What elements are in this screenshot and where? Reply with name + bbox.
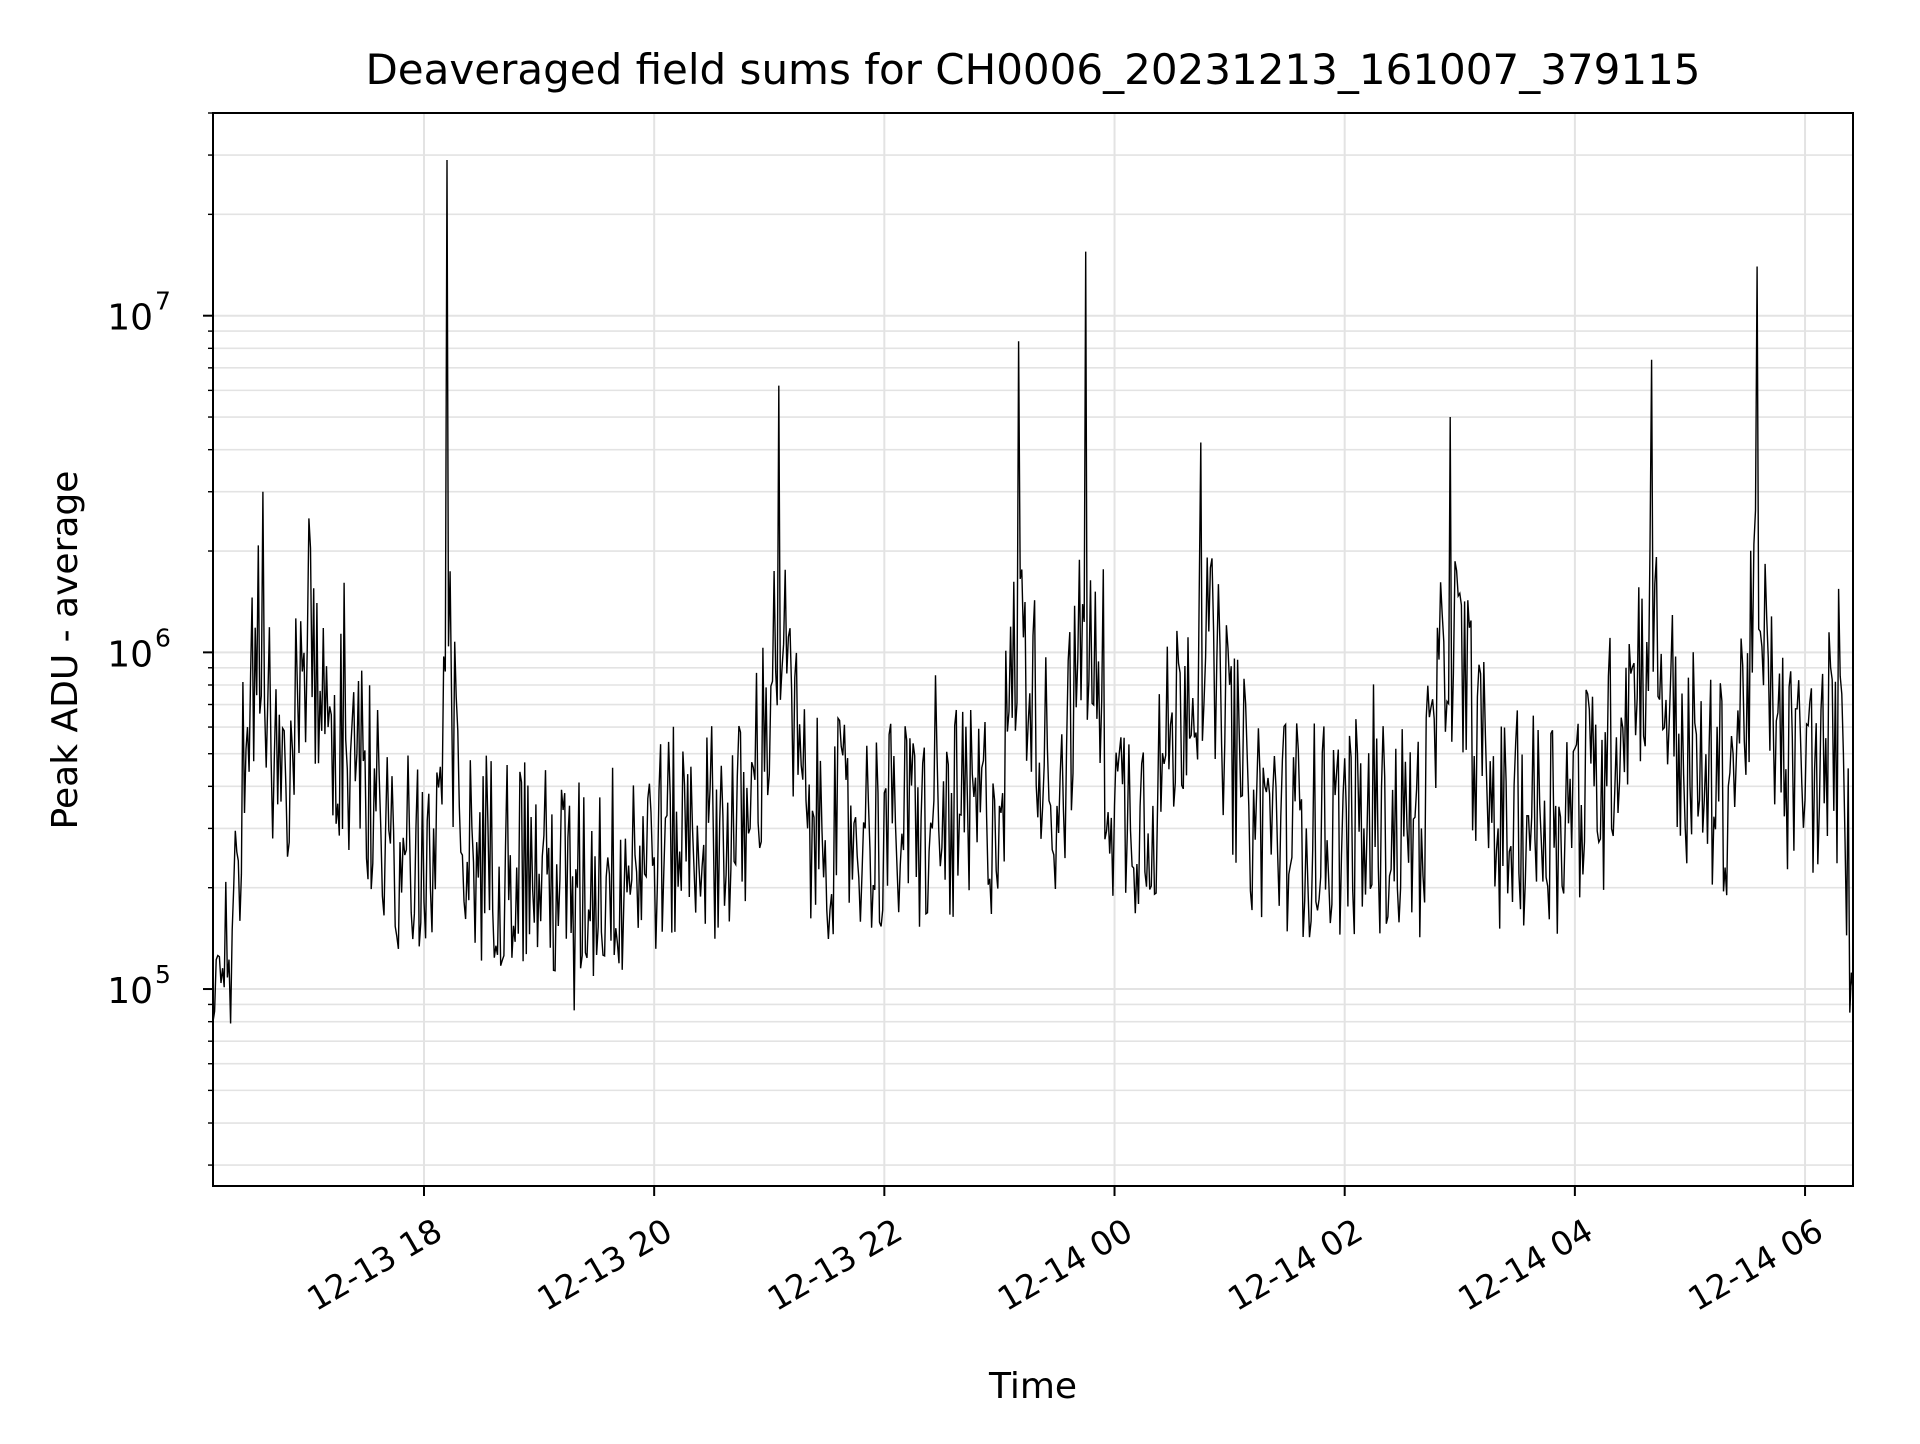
series-layer: [212, 159, 1854, 1024]
y-tick-label: 10: [107, 971, 153, 1012]
y-tick-label: 10: [107, 634, 153, 675]
series-line: [212, 159, 1854, 1024]
y-tick-label: 10: [107, 298, 153, 339]
y-tick-label-exponent: 6: [155, 623, 171, 652]
y-tick-label-exponent: 5: [155, 960, 171, 989]
plot-frame: [212, 112, 1854, 1187]
x-axis-label: Time: [988, 1366, 1077, 1407]
chart-title: Deaveraged field sums for CH0006_2023121…: [365, 45, 1700, 94]
y-axis-label: Peak ADU - average: [45, 471, 86, 830]
y-tick-label-exponent: 7: [155, 287, 171, 316]
